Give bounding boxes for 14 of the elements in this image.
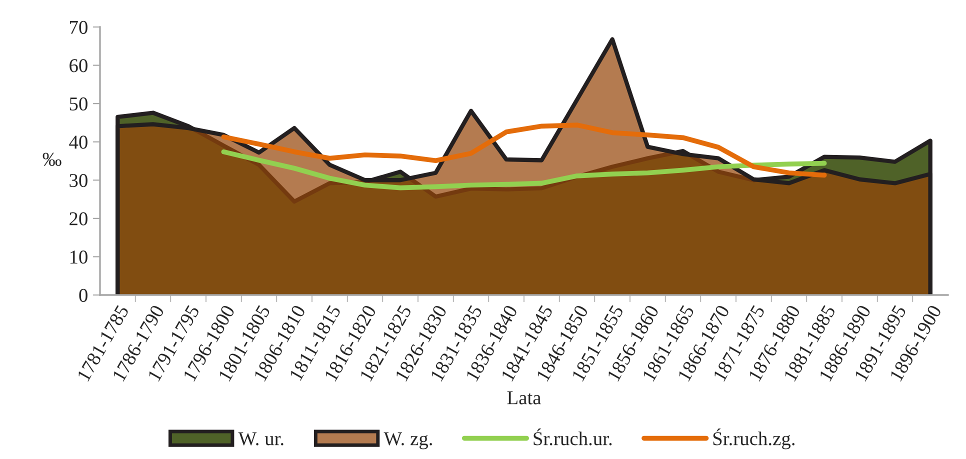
y-tick-label: 40 — [69, 136, 88, 149]
y-tick-label: 50 — [70, 97, 88, 111]
y-tick-label: 0 — [79, 288, 88, 302]
y-tick-label: 60 — [70, 59, 88, 72]
legend-label: W. zg. — [384, 432, 432, 450]
y-tick-label: 20 — [70, 212, 88, 226]
legend-label: W. ur. — [238, 432, 284, 446]
x-axis-title: Lata — [507, 391, 542, 404]
y-tick-label: 10 — [70, 250, 88, 264]
y-tick-label: 30 — [70, 174, 88, 188]
y-axis-title: ‰ — [42, 152, 62, 166]
legend-label: Śr.ruch.zg. — [713, 428, 794, 450]
y-tick-label: 70 — [70, 20, 88, 34]
legend-label: Śr.ruch.ur. — [534, 428, 612, 446]
